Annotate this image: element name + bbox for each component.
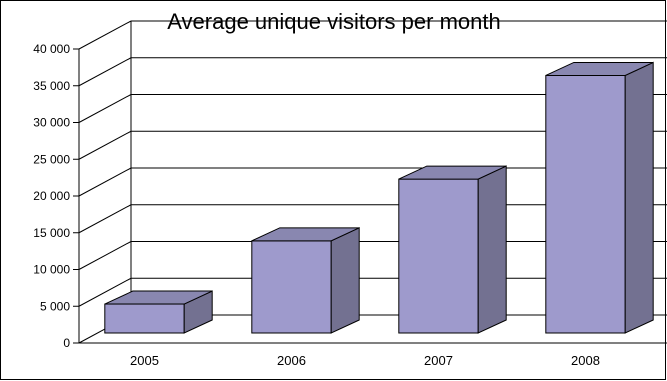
labels-layer: 0 5 000 10 000 15 000 20 000 25 000 30 000 35 0… (33, 42, 600, 368)
y-tick-label: 30 000 (33, 116, 70, 130)
gridline-diagonal (78, 130, 132, 160)
x-tick-label-2007: 2007 (424, 353, 453, 368)
gridline-diagonal (78, 94, 132, 123)
bar-2008-top (545, 61, 654, 76)
bar-2008-front (545, 74, 626, 334)
bar-2006-front (251, 240, 332, 334)
gridline-diagonal (78, 57, 132, 87)
bar-2008-side (624, 61, 654, 334)
bar-2007-top (398, 165, 507, 180)
y-tick-label: 5 000 (40, 299, 70, 313)
y-tick-label: 20 000 (33, 189, 70, 203)
y-tick-label: 35 000 (33, 79, 70, 93)
gridline-diagonal (78, 241, 132, 270)
x-tick-label-2008: 2008 (571, 353, 600, 368)
bar-2007-front (398, 178, 479, 334)
bar-2006-side (330, 227, 360, 334)
gridline-diagonal (78, 20, 132, 50)
y-tick-label: 40 000 (33, 42, 70, 56)
gridline-diagonal (78, 277, 132, 307)
y-tick-label: 15 000 (33, 226, 70, 240)
bar-2005-top (104, 290, 213, 305)
bars-layer (104, 61, 654, 334)
gridline-diagonal (78, 204, 132, 234)
x-tick-label-2005: 2005 (130, 353, 159, 368)
gridline-diagonal (78, 167, 132, 197)
y-tick-label: 25 000 (33, 152, 70, 166)
y-tick-label: 10 000 (33, 263, 70, 277)
bar-2005-front (104, 303, 185, 334)
y-tick-label: 0 (63, 336, 70, 350)
x-tick-label-2006: 2006 (277, 353, 306, 368)
axis-layer (73, 21, 667, 344)
bar-2007-side (477, 165, 507, 334)
bar-2006-top (251, 227, 360, 242)
